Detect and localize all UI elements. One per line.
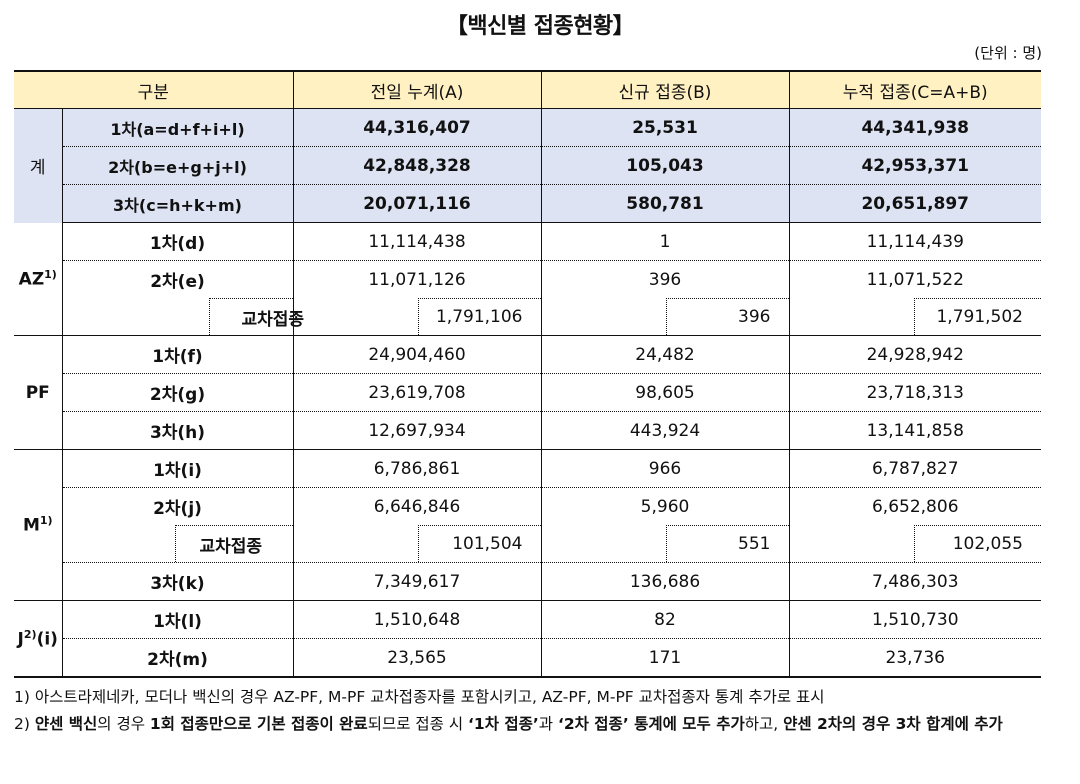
prev-value: 11,071,126 [292, 260, 541, 298]
cum-value: 6,787,827 [788, 449, 1041, 488]
cum-value: 42,953,371 [788, 146, 1041, 185]
table-row-cross: 교차접종 1,791,106 396 1,791,502 [14, 298, 1041, 336]
table-row: 3차(c=h+k+m) 20,071,116 580,781 20,651,89… [14, 184, 1041, 223]
prev-value: 11,114,438 [292, 222, 541, 261]
row-label: 2차(b=e+g+j+l) [62, 146, 293, 185]
prev-value: 6,646,846 [292, 487, 541, 525]
cross-prev-value: 101,504 [417, 525, 541, 562]
row-label: 1차(d) [62, 222, 293, 261]
header-prev-total: 전일 누계(A) [292, 70, 541, 109]
cum-value: 7,486,303 [788, 562, 1041, 601]
cross-label: 교차접종 [174, 525, 293, 562]
group-label-total: 계 [14, 108, 63, 223]
table-row: 계 1차(a=d+f+i+l) 44,316,407 25,531 44,341… [14, 108, 1041, 223]
cross-label: 교차접종 [208, 298, 304, 335]
cum-value: 1,510,730 [788, 600, 1041, 639]
new-value: 98,605 [540, 373, 789, 412]
row-label: 1차(i) [62, 449, 293, 488]
table-row: 2차(j) 6,646,846 5,960 6,652,806 [14, 487, 1041, 525]
prev-value: 12,697,934 [292, 411, 541, 450]
prev-value: 23,565 [292, 638, 541, 678]
cum-value: 11,071,522 [788, 260, 1041, 298]
table-row: 2차(b=e+g+j+l) 42,848,328 105,043 42,953,… [14, 146, 1041, 185]
prev-value: 20,071,116 [292, 184, 541, 223]
table-row: 3차(h) 12,697,934 443,924 13,141,858 [14, 411, 1041, 450]
page-title: 【백신별 접종현황】 [445, 14, 635, 39]
prev-value: 24,904,460 [292, 335, 541, 374]
cum-value: 44,341,938 [788, 108, 1041, 147]
header-row: 구분 전일 누계(A) 신규 접종(B) 누적 접종(C=A+B) [14, 70, 1041, 109]
row-label: 3차(h) [62, 411, 293, 450]
row-label: 3차(c=h+k+m) [62, 184, 293, 223]
new-value: 396 [540, 260, 789, 298]
vaccination-table: 구분 전일 누계(A) 신규 접종(B) 누적 접종(C=A+B) 계 1차(a… [14, 70, 1041, 678]
new-value: 966 [540, 449, 789, 488]
cum-value: 6,652,806 [788, 487, 1041, 525]
new-value: 25,531 [540, 108, 789, 147]
table-row-cross: 교차접종 101,504 551 102,055 [14, 525, 1041, 563]
prev-value: 44,316,407 [292, 108, 541, 147]
new-value: 105,043 [540, 146, 789, 185]
prev-value: 42,848,328 [292, 146, 541, 185]
row-label: 2차(m) [62, 638, 293, 678]
group-label-pf: PF [14, 335, 63, 450]
table-row: M1) 1차(i) 6,786,861 966 6,787,827 [14, 449, 1041, 601]
header-new: 신규 접종(B) [540, 70, 789, 109]
new-value: 1 [540, 222, 789, 261]
table-row: 3차(k) 7,349,617 136,686 7,486,303 [14, 562, 1041, 601]
row-label: 2차(j) [153, 499, 202, 519]
table-row: 2차(g) 23,619,708 98,605 23,718,313 [14, 373, 1041, 412]
prev-value: 1,510,648 [292, 600, 541, 639]
new-value: 5,960 [540, 487, 789, 525]
cum-value: 23,718,313 [788, 373, 1041, 412]
row-label: 1차(f) [62, 335, 293, 374]
cum-value: 20,651,897 [788, 184, 1041, 223]
new-value: 24,482 [540, 335, 789, 374]
footnote-2: 2) 얀센 백신의 경우 1회 접종만으로 기본 접종이 완료되므로 접종 시 … [14, 715, 1003, 733]
footnotes: 1) 아스트라제네카, 모더나 백신의 경우 AZ-PF, M-PF 교차접종자… [14, 684, 1054, 738]
cross-new-value: 551 [665, 525, 789, 562]
row-label: 1차(a=d+f+i+l) [62, 108, 293, 147]
group-label-m: M1) [14, 449, 63, 601]
cross-prev-value: 1,791,106 [417, 298, 541, 335]
group-label-az: AZ1) [14, 222, 63, 336]
table-row: J2)(i) 1차(l) 1,510,648 82 1,510,730 [14, 600, 1041, 678]
cross-new-value: 396 [665, 298, 789, 335]
header-category: 구분 [14, 70, 293, 109]
new-value: 580,781 [540, 184, 789, 223]
prev-value: 7,349,617 [292, 562, 541, 601]
prev-value: 23,619,708 [292, 373, 541, 412]
cum-value: 24,928,942 [788, 335, 1041, 374]
new-value: 136,686 [540, 562, 789, 601]
cum-value: 11,114,439 [788, 222, 1041, 261]
group-label-j: J2)(i) [14, 600, 63, 678]
new-value: 443,924 [540, 411, 789, 450]
row-label: 2차(g) [62, 373, 293, 412]
new-value: 171 [540, 638, 789, 678]
table-row: AZ1) 1차(d) 11,114,438 1 11,114,439 [14, 222, 1041, 336]
row-label: 1차(l) [62, 600, 293, 639]
row-label: 2차(e) [150, 272, 205, 292]
prev-value: 6,786,861 [292, 449, 541, 488]
table-row: 2차(e) 11,071,126 396 11,071,522 [14, 260, 1041, 298]
table-row: PF 1차(f) 24,904,460 24,482 24,928,942 [14, 335, 1041, 450]
footnote-1: 1) 아스트라제네카, 모더나 백신의 경우 AZ-PF, M-PF 교차접종자… [14, 688, 825, 706]
row-label: 3차(k) [62, 562, 293, 601]
new-value: 82 [540, 600, 789, 639]
cross-cum-value: 1,791,502 [913, 298, 1041, 335]
table-row: 2차(m) 23,565 171 23,736 [14, 638, 1041, 678]
header-cumulative: 누적 접종(C=A+B) [788, 70, 1041, 109]
cross-cum-value: 102,055 [913, 525, 1041, 562]
unit-label: (단위 : 명) [974, 44, 1042, 62]
cum-value: 23,736 [788, 638, 1041, 678]
cum-value: 13,141,858 [788, 411, 1041, 450]
